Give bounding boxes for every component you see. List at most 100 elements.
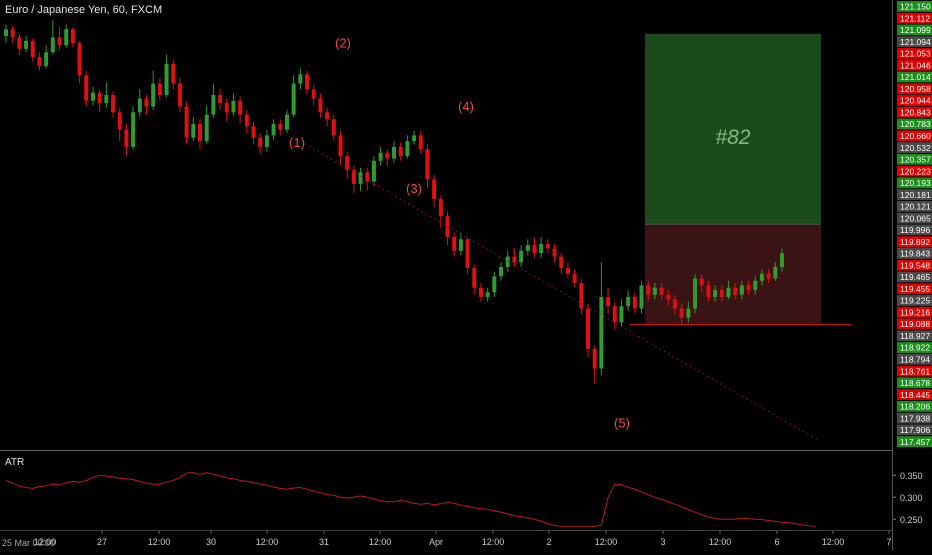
candle-body <box>311 89 316 99</box>
price-tag <box>897 412 932 424</box>
price-tag-label: 121.014 <box>900 72 931 82</box>
candle-body <box>198 123 202 142</box>
price-tag <box>897 106 932 118</box>
candle-body <box>184 106 189 138</box>
candle-body <box>351 170 356 184</box>
time-tick-label: 12:00 <box>34 537 57 547</box>
time-tick-label: 30 <box>206 537 216 547</box>
wave-trendline <box>299 140 821 442</box>
candle-body <box>291 83 296 115</box>
candle-body <box>612 306 617 323</box>
price-tag <box>897 12 932 24</box>
candle-body <box>619 306 624 323</box>
time-tick-label: 12:00 <box>482 537 505 547</box>
candle-body <box>579 283 584 309</box>
candle-body <box>57 37 62 46</box>
price-tag-label: 118.922 <box>900 343 930 353</box>
candle-body <box>599 296 604 369</box>
price-tag <box>897 330 932 342</box>
time-tick-label: 12:00 <box>822 537 845 547</box>
price-tag <box>897 259 932 271</box>
candle-body <box>766 273 771 279</box>
candle-body <box>452 236 457 251</box>
candle-body <box>713 290 718 297</box>
price-tag <box>897 83 932 95</box>
price-tag <box>897 306 932 318</box>
wave-label: (1) <box>289 135 305 150</box>
price-tag-label: 120.193 <box>900 178 931 188</box>
price-tag <box>897 424 932 436</box>
price-tag <box>897 436 932 448</box>
price-tag <box>897 377 932 389</box>
candle-body <box>686 308 691 318</box>
price-tag-label: 118.678 <box>900 378 930 388</box>
price-tag <box>897 71 932 83</box>
atr-tick-label: 0.350 <box>900 471 923 481</box>
candle-body <box>632 296 637 309</box>
wave-label: (4) <box>458 99 474 114</box>
candle-body <box>485 292 490 297</box>
price-tag <box>897 130 932 142</box>
price-tag-label: 118.794 <box>900 354 930 364</box>
candle-body <box>258 137 263 147</box>
price-tag-label: 119.892 <box>900 237 930 247</box>
stop-zone <box>645 224 821 325</box>
candle-body <box>17 37 22 49</box>
candle-body <box>746 285 751 291</box>
date-stamp: 25 Mar 00:00 <box>2 538 56 548</box>
candle-body <box>519 250 524 263</box>
wave-label: (5) <box>614 415 630 430</box>
candle-body <box>204 114 209 142</box>
candle-body <box>432 179 437 199</box>
price-tag-label: 120.783 <box>900 119 931 129</box>
price-tag-label: 119.843 <box>900 249 930 259</box>
price-tag-label: 119.225 <box>900 296 930 306</box>
price-tag <box>897 400 932 412</box>
candle-body <box>345 156 350 171</box>
price-tag-label: 121.099 <box>900 25 931 35</box>
candle-body <box>4 29 8 37</box>
price-tag <box>897 95 932 106</box>
price-tag <box>897 153 932 165</box>
candle-body <box>50 37 55 53</box>
time-tick-label: 27 <box>97 537 107 547</box>
candle-body <box>559 256 564 269</box>
atr-tick-label: 0.300 <box>900 493 923 503</box>
time-tick-label: 12:00 <box>148 537 171 547</box>
candle-body <box>592 348 597 369</box>
time-axis-bg <box>0 530 892 550</box>
candle-body <box>646 285 651 295</box>
candle-body <box>84 75 89 101</box>
candle-body <box>552 248 557 257</box>
candle-body <box>211 95 216 115</box>
candle-body <box>305 74 310 90</box>
candle-body <box>325 112 330 120</box>
candle-body <box>77 43 82 76</box>
candle-body <box>90 92 95 101</box>
price-tag-label: 120.532 <box>900 143 931 153</box>
price-tag-label: 120.843 <box>900 107 931 117</box>
price-tag-label: 119.465 <box>900 272 930 282</box>
price-tag <box>897 365 932 377</box>
candle-body <box>117 112 122 130</box>
price-tag <box>897 165 932 177</box>
price-tag-label: 120.223 <box>900 166 931 176</box>
candle-body <box>478 287 483 297</box>
candle-body <box>626 296 631 307</box>
target-zone <box>645 33 821 225</box>
price-tag-label: 120.660 <box>900 131 931 141</box>
chart-title: Euro / Japanese Yen, 60, FXCM <box>5 4 163 16</box>
price-tag-label: 120.357 <box>900 155 931 165</box>
candle-body <box>693 278 698 309</box>
price-tag-label: 121.046 <box>900 60 931 70</box>
price-tag-label: 117.938 <box>900 413 930 423</box>
candle-body <box>672 299 677 309</box>
candle-body <box>492 276 497 293</box>
candle-body <box>137 98 142 113</box>
candle-body <box>385 152 390 159</box>
candle-body <box>278 123 283 130</box>
candle-body <box>505 256 510 267</box>
candle-body <box>472 268 477 288</box>
